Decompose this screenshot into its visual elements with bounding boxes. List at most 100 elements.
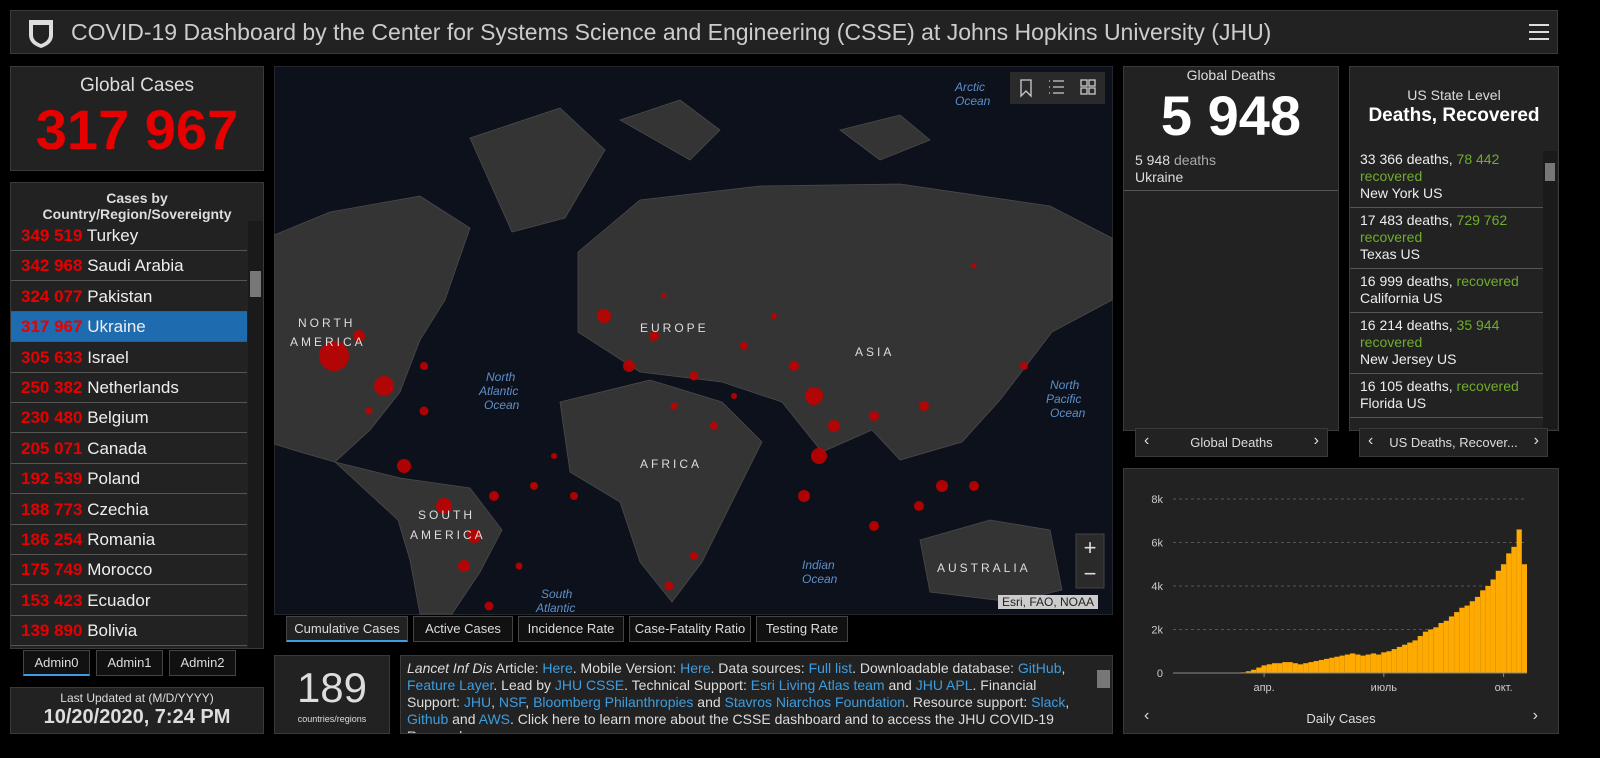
country-row[interactable]: 153 423 Ecuador [11,586,247,616]
bar [1464,605,1470,673]
case-dot [420,362,428,370]
text: . Resource support: [905,694,1032,710]
us-footer[interactable]: US Deaths, Recover... ‹ › [1359,428,1548,457]
country-row[interactable]: 205 071 Canada [11,434,247,464]
link[interactable]: AWS [478,711,510,727]
admin-tab[interactable]: Admin0 [23,650,90,676]
bar [1313,661,1319,673]
bar [1396,646,1403,673]
link[interactable]: Full list [808,660,853,676]
place: Ukraine [1135,169,1184,185]
ocean-label: Ocean [802,572,838,586]
bar [1245,671,1252,673]
header: COVID-19 Dashboard by the Center for Sys… [10,10,1558,54]
admin-tab[interactable]: Admin2 [169,650,236,676]
bar [1297,664,1304,673]
bar [1454,612,1460,673]
bar [1506,553,1512,673]
link[interactable]: JHU APL [915,677,973,693]
country-name: Belgium [87,408,149,428]
text: Lancet Inf Dis [407,660,493,676]
country-row[interactable]: 186 254 Romania [11,525,247,555]
bar [1412,640,1418,673]
bar [1480,590,1486,673]
link[interactable]: JHU [463,694,492,710]
country-row[interactable]: 324 077 Pakistan [11,282,247,312]
map[interactable] [274,66,1113,615]
bar [1256,667,1262,673]
country-row[interactable]: 305 633 Israel [11,343,247,373]
y-tick-label: 2k [1151,625,1163,637]
country-row[interactable]: 175 749 Morocco [11,555,247,586]
link[interactable]: Feature Layer [407,677,494,693]
link[interactable]: Here [680,660,711,676]
ocean-label: North [1050,378,1080,392]
global-deaths: Global Deaths 5 948 5 948 deaths Ukraine [1123,66,1339,431]
zoom-in[interactable]: + [1083,535,1097,560]
country-row[interactable]: 349 519 Turkey [11,221,247,251]
text: . Data sources: [710,660,809,676]
country-row[interactable]: 230 480 Belgium [11,403,247,434]
bar [1474,596,1481,673]
countries-count: 189 countries/regions [274,655,390,734]
text: . Technical Support: [624,677,751,693]
country-name: Pakistan [87,286,153,306]
map-tab[interactable]: Cumulative Cases [286,616,408,642]
link[interactable]: GitHub [1017,660,1062,676]
menu-button[interactable] [1529,23,1549,41]
deaths-footer[interactable]: Global Deaths ‹ › [1135,428,1328,457]
case-dot [515,562,523,570]
case-dot [397,459,411,473]
admin-tab[interactable]: Admin1 [96,650,163,676]
map-tab[interactable]: Testing Rate [756,616,848,642]
case-dot [467,529,481,543]
case-dot [1020,362,1028,370]
deaths: 16 105 deaths, [1360,378,1453,394]
case-dot [436,498,452,514]
country-row[interactable]: 250 382 Netherlands [11,373,247,403]
country-row[interactable]: 342 968 Saudi Arabia [11,251,247,282]
bar [1417,636,1423,673]
x-tick-label: июль [1371,682,1398,694]
country-row[interactable]: 317 967 Ukraine [11,312,247,343]
link[interactable]: Slack [1031,694,1066,710]
y-tick-label: 0 [1157,668,1163,680]
country-row[interactable]: 139 890 Bolivia [11,616,247,647]
bar [1370,653,1377,673]
case-count: 192 539 [21,469,83,489]
map-tab[interactable]: Incidence Rate [518,616,624,642]
zoom-out[interactable]: − [1083,561,1097,586]
ocean-label: South [541,587,573,601]
info: Lancet Inf Dis Article: Here. Mobile Ver… [400,655,1113,734]
bar [1376,654,1382,673]
map-tab[interactable]: Active Cases [413,616,513,642]
case-count: 305 633 [21,347,83,367]
deaths: 17 483 deaths, [1360,212,1453,228]
case-dot [789,361,799,371]
us-item: 16 214 deaths, 35 944 recovered New Jerse… [1360,317,1540,368]
ocean-label: Indian [802,558,835,572]
info-text: Lancet Inf Dis Article: Here. Mobile Ver… [407,660,1091,733]
map-tab[interactable]: Case-Fatality Ratio [629,616,751,642]
country-row[interactable]: 192 539 Poland [11,464,247,495]
link[interactable]: Here [542,660,573,676]
link[interactable]: Bloomberg Philanthropies [533,694,694,710]
country-list: Cases by Country/Region/Sovereignty 349 … [10,182,264,649]
link[interactable]: NSF [498,694,526,710]
text: . Click here to learn more about the CSS… [407,711,1054,733]
link[interactable]: Stavros Niarchos Foundation [724,694,906,710]
bar [1428,629,1434,673]
country-name: Ecuador [87,590,151,610]
link[interactable]: Esri Living Atlas team [750,677,885,693]
country-name: Netherlands [87,378,179,397]
region-label: SOUTH [418,508,475,522]
link[interactable]: JHU CSSE [554,677,625,693]
us-item: 16 999 deaths, recovered California US [1360,273,1540,307]
region-label: AUSTRALIA [937,561,1031,575]
link[interactable]: Github [407,711,449,727]
country-row[interactable]: 188 773 Czechia [11,495,247,525]
country-name: Canada [87,438,147,458]
bar [1261,665,1267,673]
case-dot [319,341,349,371]
scrollbar[interactable] [248,221,263,648]
